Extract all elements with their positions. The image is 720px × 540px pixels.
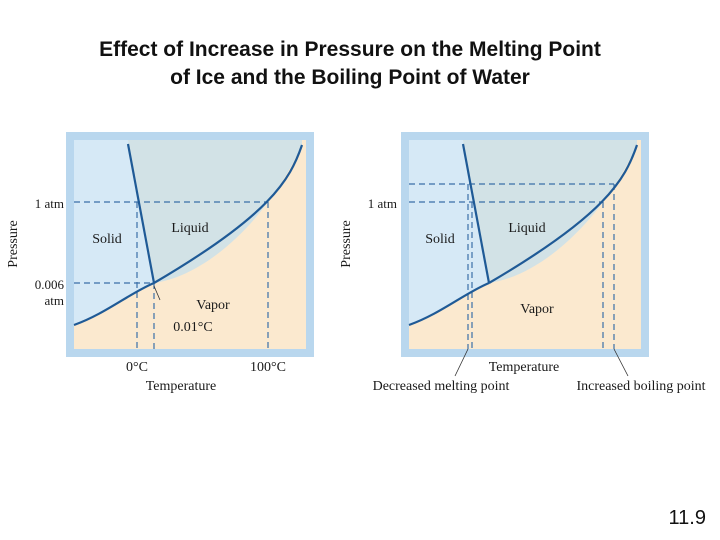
right-vapor-label: Vapor bbox=[520, 302, 554, 317]
left-triple-temp-label: 0.01°C bbox=[173, 320, 212, 335]
left-temperature-axis-label: Temperature bbox=[146, 379, 217, 394]
right-phase-diagram: 1 atm Pressure Solid Liquid Vapor Temper… bbox=[339, 132, 706, 394]
right-decreased-melting-label: Decreased melting point bbox=[373, 379, 510, 394]
right-melting-curve bbox=[461, 143, 491, 284]
left-vapor-label: Vapor bbox=[196, 298, 230, 313]
left-vaporization-curve bbox=[153, 144, 304, 284]
left-0c-label: 0°C bbox=[126, 360, 148, 375]
right-1atm-label: 1 atm bbox=[368, 196, 397, 211]
right-vaporization-curve bbox=[488, 144, 639, 284]
left-triple-pressure-label-1: 0.006 bbox=[35, 277, 65, 292]
left-solid-region bbox=[74, 140, 154, 325]
left-pressure-axis-label: Pressure bbox=[6, 220, 21, 267]
right-liquid-label: Liquid bbox=[508, 221, 545, 236]
right-melting-leader bbox=[454, 348, 469, 377]
left-solid-label: Solid bbox=[92, 232, 122, 247]
left-melting-curve bbox=[126, 143, 156, 284]
right-liquid-region bbox=[463, 140, 637, 283]
right-increased-boiling-label: Increased boiling point bbox=[576, 379, 705, 394]
left-triple-pressure-label-2: atm bbox=[45, 293, 65, 308]
left-1atm-label: 1 atm bbox=[35, 196, 64, 211]
right-pressure-axis-label: Pressure bbox=[339, 220, 354, 267]
right-solid-region bbox=[409, 140, 489, 325]
right-boiling-leader bbox=[613, 348, 629, 377]
left-triple-leader bbox=[153, 285, 161, 301]
left-phase-diagram: 1 atm 0.006 atm Pressure Solid Liquid Va… bbox=[6, 132, 314, 394]
title-line-2: of Ice and the Boiling Point of Water bbox=[170, 66, 530, 89]
title-line-1: Effect of Increase in Pressure on the Me… bbox=[99, 38, 601, 61]
left-100c-label: 100°C bbox=[250, 360, 286, 375]
left-liquid-region bbox=[128, 140, 302, 283]
slide-title: Effect of Increase in Pressure on the Me… bbox=[0, 36, 700, 92]
right-solid-label: Solid bbox=[425, 232, 455, 247]
right-sublimation-curve bbox=[408, 281, 490, 327]
right-temperature-axis-label: Temperature bbox=[489, 360, 560, 375]
left-liquid-label: Liquid bbox=[171, 221, 208, 236]
slide-number: 11.9 bbox=[668, 507, 706, 529]
left-sublimation-curve bbox=[73, 281, 155, 327]
